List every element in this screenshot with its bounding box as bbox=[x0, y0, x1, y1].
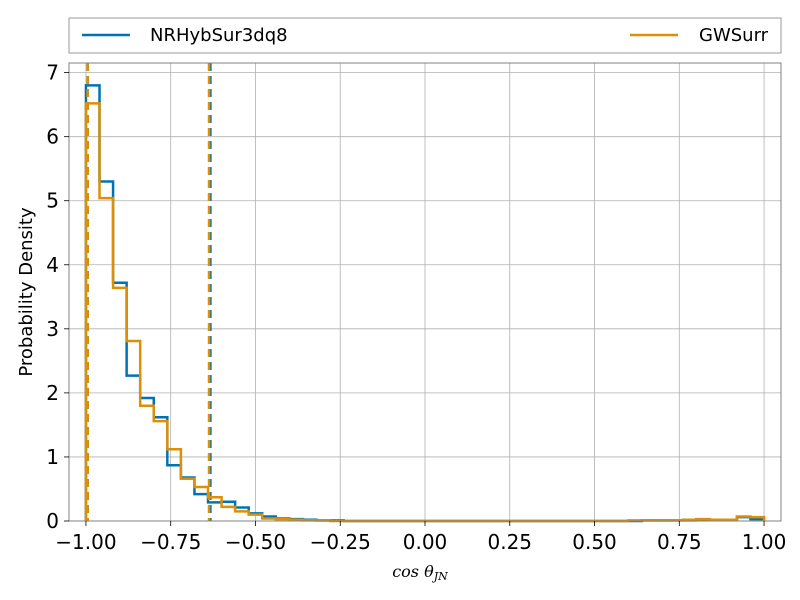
y-tick-label: 7 bbox=[46, 61, 59, 85]
x-tick-label: 0.50 bbox=[572, 530, 617, 554]
y-tick-label: 1 bbox=[46, 445, 59, 469]
x-tick-label: −0.50 bbox=[225, 530, 286, 554]
x-tick-label: 0.25 bbox=[487, 530, 532, 554]
y-tick-label: 0 bbox=[46, 509, 59, 533]
y-tick-label: 6 bbox=[46, 125, 59, 149]
x-axis-label-main: cos θ bbox=[392, 562, 434, 581]
x-tick-label: 0.75 bbox=[657, 530, 702, 554]
x-axis-label-subscript: JN bbox=[432, 570, 448, 583]
y-tick-label: 3 bbox=[46, 317, 59, 341]
x-axis-ticks: −1.00 −0.75 −0.50 −0.25 0.00 0.25 0.50 0.75 1.00 bbox=[55, 521, 786, 554]
y-tick-label: 2 bbox=[46, 381, 59, 405]
x-tick-label: 0.00 bbox=[403, 530, 448, 554]
x-tick-label: −0.25 bbox=[310, 530, 371, 554]
y-tick-label: 4 bbox=[46, 253, 59, 277]
grid-lines bbox=[69, 63, 781, 522]
y-tick-label: 5 bbox=[46, 189, 59, 213]
y-axis-ticks: 0 1 2 3 4 5 6 7 bbox=[46, 61, 69, 533]
x-axis-label: cos θJN bbox=[392, 562, 448, 583]
legend-label-nrhybsur3dq8: NRHybSur3dq8 bbox=[150, 25, 288, 46]
plot-series bbox=[84, 63, 766, 523]
legend: NRHybSur3dq8 GWSurr bbox=[68, 17, 782, 54]
x-tick-label: 1.00 bbox=[742, 530, 787, 554]
y-axis-label: Probability Density bbox=[16, 207, 37, 377]
x-tick-label: −0.75 bbox=[140, 530, 201, 554]
legend-label-gwsurr: GWSurr bbox=[699, 25, 769, 46]
x-tick-label: −1.00 bbox=[55, 530, 116, 554]
